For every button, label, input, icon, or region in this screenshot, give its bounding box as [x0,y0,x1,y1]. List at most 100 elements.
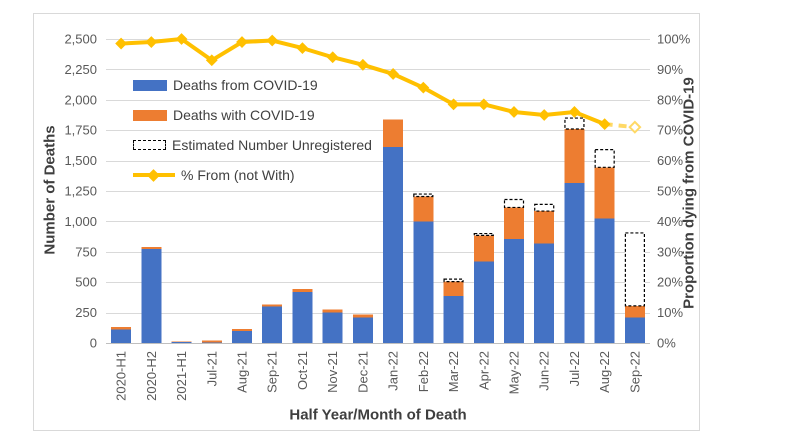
x-axis-tick: Apr-22 [476,351,491,390]
pct-from-marker [296,42,309,55]
right-axis-tick: 100% [657,32,691,47]
legend-item-pct-from: % From (not With) [133,167,372,183]
x-axis-tick: Aug-21 [235,351,250,393]
pct-from-marker-estimated [628,120,642,134]
bar-deaths-with-covid [534,211,555,244]
right-axis-tick: 40% [657,214,683,229]
bar-deaths-from-covid [352,317,373,343]
bar-deaths-from-covid [473,261,494,343]
x-axis-tick: Jan-22 [386,351,401,391]
left-axis-tick: 2,250 [64,62,97,77]
x-axis-tick: 2020-H1 [114,351,129,401]
x-axis-title: Half Year/Month of Death [289,406,467,424]
x-axis-tick: Aug-22 [597,351,612,393]
bar-deaths-from-covid [262,306,283,343]
bar-deaths-with-covid [504,207,524,240]
bar-deaths-from-covid [201,342,222,343]
pct-from-marker [356,58,369,71]
pct-from-marker [145,36,158,48]
pct-from-marker [568,106,581,118]
bar-deaths-with-covid [413,196,434,222]
bar-deaths-with-covid [292,288,313,292]
left-axis-tick: 1,500 [64,153,97,168]
bar-deaths-with-covid [383,119,404,148]
bar-deaths-with-covid [262,304,283,307]
bar-deaths-with-covid [141,246,162,249]
bar-deaths-from-covid [322,312,343,343]
bar-estimated-unregistered [473,232,494,236]
pct-from-marker [115,37,128,50]
right-axis-tick: 10% [657,305,683,320]
right-axis-tick: 0% [657,336,676,351]
x-axis-tick: Nov-21 [325,351,340,393]
right-axis-tick: 70% [657,123,683,138]
bar-deaths-from-covid [232,330,252,343]
bar-deaths-with-covid [352,314,373,318]
pct-from-marker [326,51,339,64]
bar-deaths-from-covid [534,243,555,343]
right-axis-tick: 90% [657,62,683,77]
bar-estimated-unregistered [624,232,645,307]
legend-swatch-estimated-unregistered [133,140,166,150]
legend-item-deaths-from-covid: Deaths from COVID-19 [133,77,372,93]
bar-deaths-from-covid [171,341,192,343]
pct-from-marker [417,81,430,94]
bar-deaths-with-covid [322,309,343,313]
pct-from-marker [236,36,248,48]
bar-deaths-from-covid [413,221,434,343]
x-axis-tick: Dec-21 [355,351,370,393]
x-axis-tick: Oct-21 [295,351,310,390]
left-axis-tick: 0 [90,336,97,351]
left-axis-tick: 1,000 [64,214,97,229]
bar-estimated-unregistered [443,278,464,283]
x-axis-tick: Mar-22 [446,351,461,392]
bar-deaths-from-covid [111,329,132,343]
right-axis-tick: 60% [657,153,683,168]
left-axis-tick: 750 [75,244,97,259]
legend-diamond-icon [147,168,160,182]
x-axis-tick: Sep-22 [627,351,642,393]
right-axis-tick: 50% [657,184,683,199]
legend-item-deaths-with-covid: Deaths with COVID-19 [133,107,372,123]
bar-estimated-unregistered [413,193,434,198]
legend-swatch-pct-from-line [133,168,175,182]
legend-label-estimated-unregistered: Estimated Number Unregistered [172,137,372,153]
legend-label-deaths-with-covid: Deaths with COVID-19 [173,107,315,123]
legend-label-deaths-from-covid: Deaths from COVID-19 [173,77,318,93]
x-axis-tick: May-22 [507,351,522,394]
x-axis-tick: 2020-H2 [144,351,159,401]
x-axis-tick: Jul-21 [204,351,219,386]
x-axis-tick: Sep-21 [265,351,280,393]
bar-deaths-from-covid [504,239,524,343]
bar-deaths-with-covid [111,327,132,330]
pct-from-marker [477,98,490,111]
chart-legend: Deaths from COVID-19 Deaths with COVID-1… [133,77,372,183]
left-axis-title: Number of Deaths [41,125,59,255]
bar-deaths-from-covid [292,291,313,343]
right-axis-tick: 80% [657,92,683,107]
left-axis-tick: 2,500 [64,32,97,47]
pct-from-marker [598,118,611,131]
left-axis-tick: 2,000 [64,92,97,107]
pct-from-marker [266,34,279,47]
left-axis-tick: 1,750 [64,123,97,138]
bar-deaths-with-covid [594,167,615,219]
left-axis-tick: 1,250 [64,184,97,199]
bar-estimated-unregistered [594,149,615,168]
legend-swatch-deaths-from-covid [133,79,167,91]
left-axis-tick: 500 [75,275,97,290]
bar-deaths-with-covid [473,235,494,262]
pct-from-marker [447,98,460,111]
pct-from-marker [205,54,218,67]
left-axis-tick: 250 [75,305,97,320]
bar-deaths-with-covid [624,305,645,318]
bar-deaths-from-covid [564,183,585,343]
bar-deaths-from-covid [141,248,162,343]
x-axis-tick: Jun-22 [537,351,552,391]
pct-from-marker [175,33,188,45]
legend-label-pct-from: % From (not With) [181,167,295,183]
x-axis-tick: Feb-22 [416,351,431,392]
bar-deaths-with-covid [232,329,252,331]
